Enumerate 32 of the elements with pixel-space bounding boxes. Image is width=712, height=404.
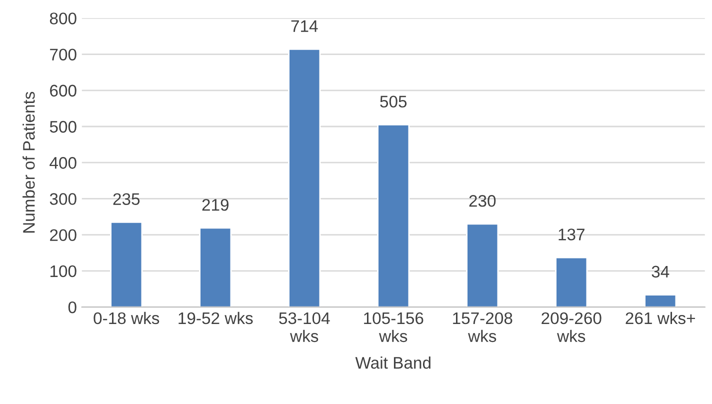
y-tick-label: 0	[68, 301, 76, 314]
bar	[110, 221, 143, 308]
data-label: 137	[558, 228, 584, 240]
y-tick-label: 400	[50, 157, 76, 169]
bar	[555, 256, 588, 308]
y-axis-title: Number of Patients	[22, 92, 35, 233]
data-label: 505	[380, 96, 407, 108]
data-label: 34	[652, 266, 670, 278]
x-tick-label: 0-18 wks	[94, 312, 160, 324]
bar	[644, 294, 677, 308]
bar	[288, 48, 321, 308]
y-tick-label: 200	[50, 229, 76, 242]
y-tick-label: 100	[50, 265, 76, 278]
x-tick-label: 105-156 wks	[364, 312, 424, 342]
bar	[466, 223, 499, 308]
data-label: 714	[291, 20, 318, 32]
data-label: 230	[469, 195, 496, 207]
x-tick-label: 53-104 wks	[279, 312, 330, 342]
x-axis-title: Wait Band	[355, 356, 430, 369]
data-label: 219	[202, 198, 228, 211]
x-tick-label: 261 wks+	[626, 312, 695, 324]
bar	[377, 124, 410, 308]
data-label: 235	[113, 193, 140, 206]
y-tick-label: 300	[50, 193, 76, 205]
y-tick-label: 600	[50, 84, 76, 97]
x-tick-label: 19-52 wks	[178, 312, 253, 324]
y-tick-label: 800	[50, 12, 76, 24]
x-tick-label: 157-208 wks	[453, 312, 512, 342]
y-tick-label: 700	[50, 48, 76, 60]
bar	[199, 227, 232, 308]
y-tick-label: 500	[50, 120, 76, 133]
x-tick-label: 209-260 wks	[542, 312, 602, 342]
